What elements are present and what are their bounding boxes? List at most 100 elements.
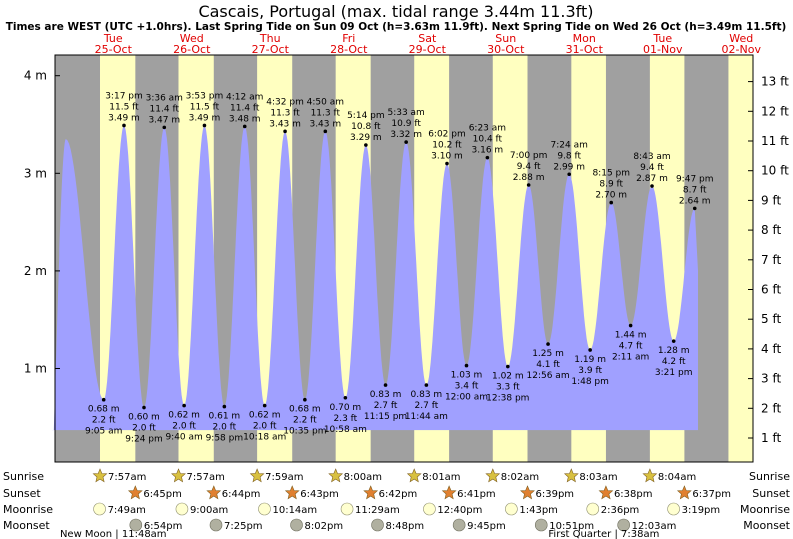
moonrise-icon <box>505 502 518 516</box>
tide-time-label: 1:48 pm <box>571 377 609 387</box>
moonrise-time: 9:00am <box>190 505 228 516</box>
moonrise-icon <box>93 502 106 516</box>
sunrise-icon <box>563 468 579 483</box>
tide-height-m-label: 3.43 m <box>309 119 341 129</box>
moonset-time: 8:48pm <box>386 521 425 532</box>
y-tick-label-ft: 10 ft <box>761 164 789 178</box>
moonrise-icon <box>175 502 189 516</box>
tide-time-label: 3:36 am <box>146 93 183 103</box>
tide-height-m-label: 3.43 m <box>269 119 301 129</box>
tide-height-m-label: 3.10 m <box>431 152 463 162</box>
sunrise-icon <box>406 468 422 483</box>
tide-point <box>122 123 126 128</box>
tide-point <box>182 403 186 408</box>
tide-height-m-label: 1.25 m <box>532 349 564 359</box>
day-date: 01-Nov <box>643 43 683 56</box>
tide-height-ft-label: 10.9 ft <box>391 119 421 129</box>
tide-point <box>262 403 267 408</box>
tide-point <box>424 383 429 387</box>
y-tick-label-m: 3 m <box>24 166 47 180</box>
tide-height-m-label: 0.68 m <box>289 405 321 415</box>
sunrise-time: 8:03am <box>579 472 617 483</box>
row-label-left: Moonset <box>3 519 50 532</box>
sunrise-icon <box>642 468 658 483</box>
tide-point <box>671 339 676 343</box>
tide-time-label: 12:56 am <box>527 371 570 381</box>
tide-height-m-label: 1.28 m <box>658 346 690 356</box>
tide-point <box>692 206 697 211</box>
moonrise-time: 11:29am <box>355 505 400 516</box>
tide-time-label: 5:14 pm <box>347 111 385 121</box>
tide-point <box>303 397 307 402</box>
day-date: 28-Oct <box>330 43 368 56</box>
tide-height-m-label: 3.47 m <box>148 115 180 125</box>
chart-title: Cascais, Portugal (max. tidal range 3.44… <box>198 2 593 21</box>
sunrise-icon <box>485 468 501 483</box>
tide-time-label: 4:12 am <box>226 92 263 102</box>
tide-point <box>567 172 572 177</box>
tide-time-label: 9:40 am <box>165 433 202 443</box>
sunset-icon <box>676 485 692 500</box>
y-tick-label-m: 2 m <box>24 264 47 278</box>
tide-time-label: 9:24 pm <box>125 435 163 445</box>
tide-height-m-label: 1.03 m <box>451 371 483 381</box>
sunset-time: 6:41pm <box>457 489 496 500</box>
moonrise-icon <box>423 502 436 516</box>
tide-time-label: 10:35 pm <box>283 427 326 437</box>
y-tick-label-m: 4 m <box>24 69 47 83</box>
sunset-icon <box>598 485 614 500</box>
sunrise-icon <box>92 468 108 483</box>
tide-height-ft-label: 11.5 ft <box>190 102 220 112</box>
moonset-time: 9:45pm <box>467 521 506 532</box>
moon-phase-label: New Moon | 11:48am <box>60 529 167 539</box>
moonrise-icon <box>258 502 271 516</box>
sunset-time: 6:37pm <box>692 489 731 500</box>
tide-height-ft-label: 10.8 ft <box>351 122 381 132</box>
day-name: Thu <box>259 32 281 45</box>
y-tick-label-ft: 1 ft <box>761 431 781 445</box>
tide-height-m-label: 0.61 m <box>209 412 241 422</box>
tide-time-label: 10:58 am <box>324 425 367 435</box>
tide-height-ft-label: 3.9 ft <box>578 366 602 376</box>
tide-time-label: 10:18 am <box>243 433 286 443</box>
tide-time-label: 12:00 am <box>445 393 488 403</box>
daylight-band <box>728 55 753 462</box>
tide-time-label: 9:58 pm <box>206 434 244 444</box>
tide-curve <box>53 125 699 430</box>
tide-height-ft-label: 2.7 ft <box>374 401 398 411</box>
tide-point <box>445 161 449 166</box>
day-date: 25-Oct <box>95 43 133 56</box>
tide-height-ft-label: 2.0 ft <box>212 423 236 433</box>
tide-point <box>242 124 247 129</box>
tide-height-ft-label: 4.1 ft <box>536 360 560 370</box>
sunset-icon <box>284 485 300 500</box>
tide-height-ft-label: 4.2 ft <box>662 357 686 367</box>
tide-height-ft-label: 2.3 ft <box>334 414 358 424</box>
tide-point <box>142 405 146 410</box>
tide-height-ft-label: 11.5 ft <box>109 102 139 112</box>
tide-height-m-label: 0.68 m <box>88 405 120 415</box>
row-label-right: Sunset <box>752 487 790 500</box>
y-tick-label-ft: 9 ft <box>761 193 781 207</box>
tide-height-ft-label: 8.9 ft <box>599 180 623 190</box>
y-tick-label-ft: 12 ft <box>761 104 789 118</box>
moonset-time: 6:54pm <box>144 521 183 532</box>
y-tick-label-ft: 2 ft <box>761 401 781 415</box>
tide-height-m-label: 2.87 m <box>636 174 668 184</box>
day-date: 27-Oct <box>252 43 290 56</box>
tide-height-m-label: 2.64 m <box>679 196 711 206</box>
tide-time-label: 9:05 am <box>85 427 122 437</box>
tide-time-label: 8:15 pm <box>592 169 630 179</box>
y-tick-label-ft: 6 ft <box>761 283 781 297</box>
tide-height-ft-label: 4.7 ft <box>619 342 643 352</box>
moonset-time: 8:02pm <box>305 521 344 532</box>
sunset-time: 6:38pm <box>614 489 653 500</box>
day-name: Wed <box>180 32 204 45</box>
tide-height-m-label: 0.83 m <box>411 390 443 400</box>
tide-height-ft-label: 2.7 ft <box>415 401 439 411</box>
tide-point <box>202 123 207 128</box>
sunrise-time: 8:01am <box>422 472 460 483</box>
tide-height-ft-label: 3.4 ft <box>455 382 479 392</box>
day-name: Wed <box>729 32 753 45</box>
